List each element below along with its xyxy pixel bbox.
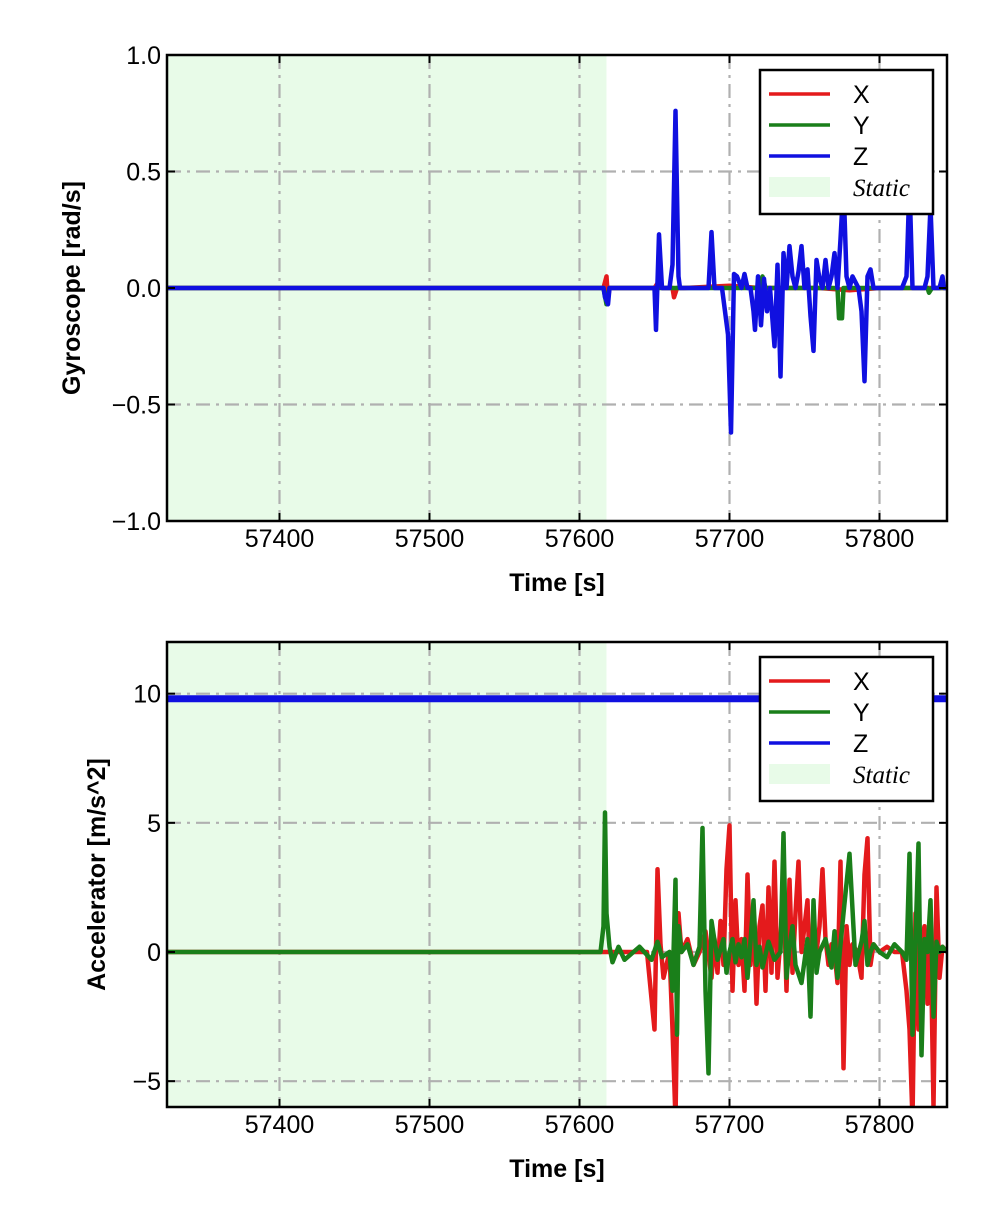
x-tick-label: 57800 — [845, 525, 915, 553]
legend: XYZ Static — [758, 68, 935, 216]
y-tick-label: 1.0 — [126, 42, 161, 70]
y-tick-label: 5 — [147, 810, 161, 838]
x-tick-label: 57700 — [695, 1111, 765, 1139]
y-tick-label: −0.5 — [112, 392, 161, 420]
legend-label-static: Static — [853, 762, 910, 789]
legend-label-x: X — [853, 668, 870, 696]
static-region — [167, 642, 607, 1107]
legend: XYZ Static — [758, 655, 935, 803]
y-tick-label: −1.0 — [112, 508, 161, 536]
legend-swatch-static — [769, 177, 830, 197]
y-tick-label: 0 — [147, 939, 161, 967]
chart-panel-1: 57400 57500 57600 57700 57800 1.0 0.5 0.0 −0.5 −1… — [58, 42, 949, 597]
legend-label-y: Y — [853, 112, 870, 140]
legend-label-static: Static — [853, 175, 910, 202]
legend-label-x: X — [853, 81, 870, 109]
y-tick-label: −5 — [132, 1068, 161, 1096]
y-tick-label: 0.0 — [126, 275, 161, 303]
x-tick-label: 57800 — [845, 1111, 915, 1139]
legend-label-z: Z — [853, 143, 868, 171]
series-line-z — [167, 108, 947, 435]
plot-frame — [165, 640, 949, 1109]
series-line-y — [167, 810, 947, 1076]
x-tick-label: 57600 — [545, 525, 615, 553]
x-tick-label: 57600 — [545, 1111, 615, 1139]
y-tick-label: 0.5 — [126, 159, 161, 187]
x-tick-label: 57400 — [245, 1111, 315, 1139]
legend-label-y: Y — [853, 699, 870, 727]
y-axis-label: Accelerator [m/s^2] — [83, 758, 111, 991]
x-tick-label: 57500 — [395, 525, 465, 553]
x-axis-label: Time [s] — [509, 569, 604, 597]
chart-panel-2: 57400 57500 57600 57700 57800 10 5 0 −5 Time [s] A… — [83, 640, 949, 1183]
legend-swatch-static — [769, 764, 830, 784]
legend-label-z: Z — [853, 730, 868, 758]
y-tick-label: 10 — [133, 681, 161, 709]
x-axis-label: Time [s] — [509, 1155, 604, 1183]
x-tick-label: 57700 — [695, 525, 765, 553]
y-axis-label: Gyroscope [rad/s] — [58, 181, 86, 395]
x-tick-label: 57500 — [395, 1111, 465, 1139]
series-group — [167, 108, 947, 435]
x-tick-label: 57400 — [245, 525, 315, 553]
